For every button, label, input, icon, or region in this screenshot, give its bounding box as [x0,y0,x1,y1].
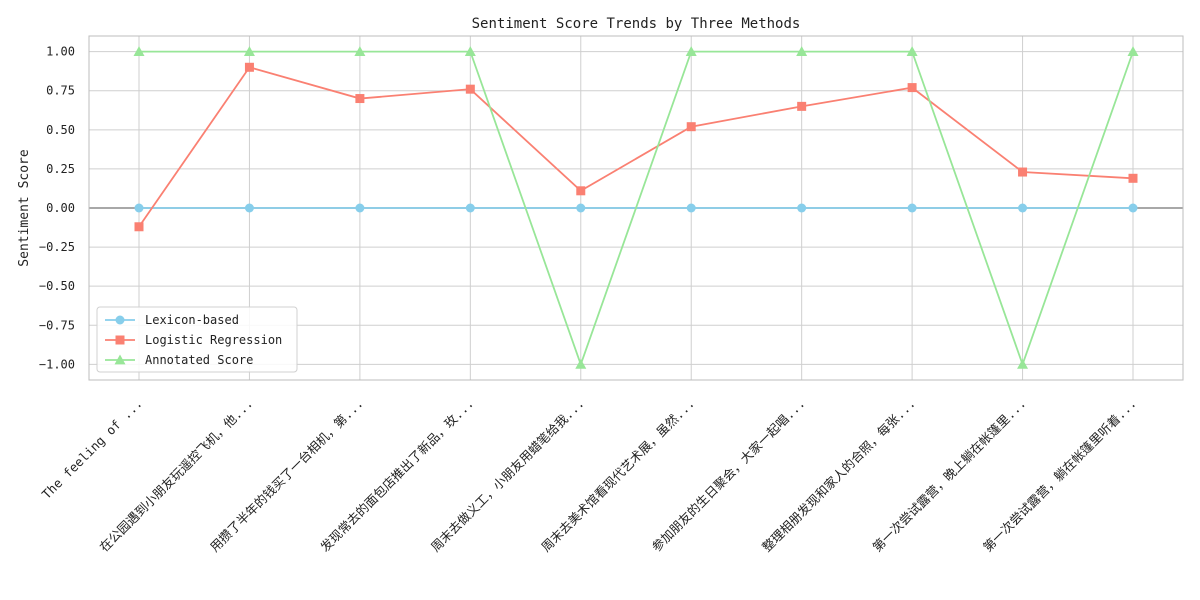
series-annotated-score [133,46,1139,369]
data-point-lexicon-based [576,203,586,213]
legend-label-logistic-regression: Logistic Regression [145,333,282,347]
series-line-logistic-regression [138,66,1134,228]
legend-box [96,306,298,373]
y-tick-label: 0.25 [46,162,75,176]
x-tick-labels: The feeling of ...在公园遇到小朋友玩遥控飞机，他...用攒了半… [39,396,1139,555]
data-point-annotated-score [1127,46,1139,57]
data-point-annotated-score [243,46,255,57]
data-point-lexicon-based [686,203,696,213]
legend-marker-annotated-score [114,354,126,365]
y-tick-label: 0.00 [46,201,75,215]
data-point-lexicon-based [907,203,917,213]
data-point-logistic-regression [907,83,917,93]
data-point-annotated-score [575,358,587,369]
data-point-logistic-regression [686,122,696,132]
data-point-annotated-score [685,46,697,57]
chart-title: Sentiment Score Trends by Three Methods [472,16,801,32]
legend: Lexicon-based Logistic Regression Annotate… [96,306,298,373]
y-tick-label: 0.50 [46,123,75,137]
data-point-logistic-regression [244,62,254,72]
data-point-logistic-regression [576,186,586,196]
y-tick-label: −0.25 [39,240,75,254]
data-point-lexicon-based [244,203,254,213]
data-point-logistic-regression [465,84,475,94]
y-tick-labels: 1.00 0.75 0.50 0.25 0.00 −0.25 −0.50 −0.75 −1.00 [39,45,75,372]
y-axis-label: Sentiment Score [17,149,32,267]
y-tick-label: −0.50 [39,279,75,293]
y-tick-label: 0.75 [46,84,75,98]
data-point-logistic-regression [355,94,365,104]
data-point-logistic-regression [1018,167,1028,177]
legend-marker-logistic-regression [115,335,125,345]
series-logistic-regression [134,62,1138,232]
data-point-annotated-score [464,46,476,57]
data-point-logistic-regression [1128,173,1138,183]
legend-label-annotated-score: Annotated Score [145,353,253,367]
data-point-lexicon-based [134,203,144,213]
data-point-lexicon-based [355,203,365,213]
data-point-annotated-score [906,46,918,57]
data-point-annotated-score [354,46,366,57]
data-point-annotated-score [133,46,145,57]
series-line-annotated-score [139,50,1134,368]
data-point-lexicon-based [1128,203,1138,213]
data-point-annotated-score [796,46,808,57]
data-point-lexicon-based [465,203,475,213]
data-point-lexicon-based [1018,203,1028,213]
series-layer [133,46,1139,369]
plot-frame [88,35,1184,381]
legend-label-lexicon-based: Lexicon-based [145,313,239,327]
data-point-lexicon-based [797,203,807,213]
legend-marker-lexicon-based [115,315,125,325]
x-tick-label: The feeling of ... [39,396,145,502]
data-point-logistic-regression [797,101,807,111]
data-point-annotated-score [1017,358,1029,369]
data-point-logistic-regression [134,222,144,232]
y-tick-label: −1.00 [39,357,75,371]
y-tick-label: −0.75 [39,318,75,332]
y-tick-label: 1.00 [46,45,75,59]
